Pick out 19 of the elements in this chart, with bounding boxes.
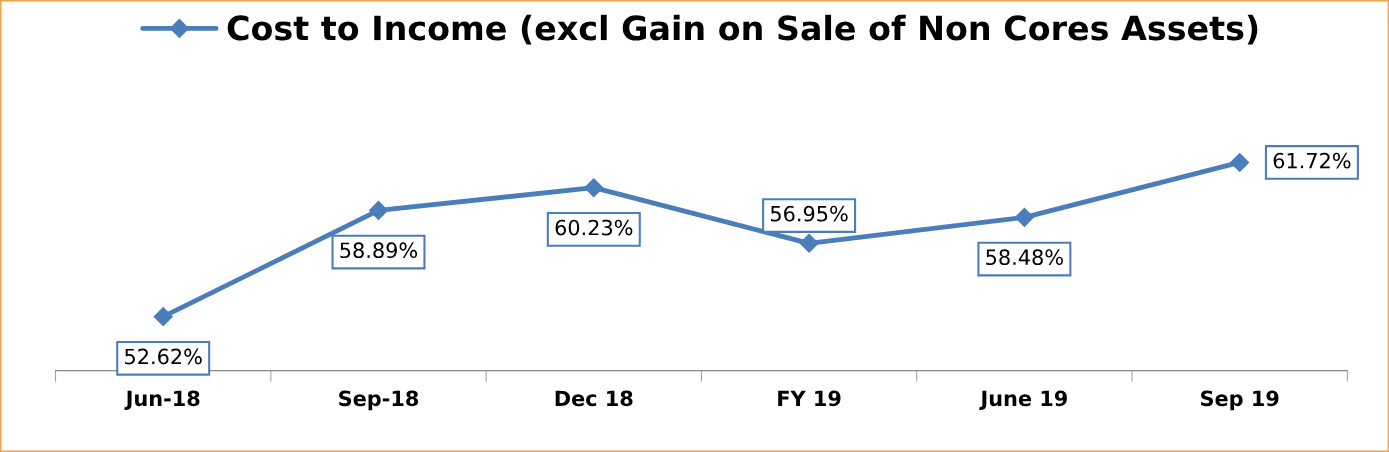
data-label: 52.62% bbox=[125, 348, 202, 365]
point bbox=[1230, 152, 1250, 172]
x-tick-label: FY 19 bbox=[778, 390, 841, 407]
x-tick-label: June 19 bbox=[979, 390, 1067, 411]
data-label: 58.48% bbox=[986, 249, 1063, 266]
point bbox=[153, 307, 173, 327]
data-label: 58.89% bbox=[340, 242, 418, 259]
point bbox=[584, 178, 604, 198]
x-tick-label: Dec 18 bbox=[555, 390, 633, 407]
x-tick-label: Jun-18 bbox=[124, 390, 200, 411]
point bbox=[799, 233, 819, 253]
point bbox=[1014, 207, 1034, 227]
data-label: 60.23% bbox=[555, 219, 633, 236]
x-tick-label: Sep 19 bbox=[1201, 390, 1279, 411]
legend-label: Cost to Income (excl Gain on Sale of Non Cores Assets) bbox=[227, 14, 1258, 45]
x-tick-label: Sep-18 bbox=[339, 390, 419, 411]
point bbox=[368, 200, 389, 220]
data-label: 61.72% bbox=[1273, 152, 1351, 169]
data-label: 56.95% bbox=[770, 205, 848, 222]
